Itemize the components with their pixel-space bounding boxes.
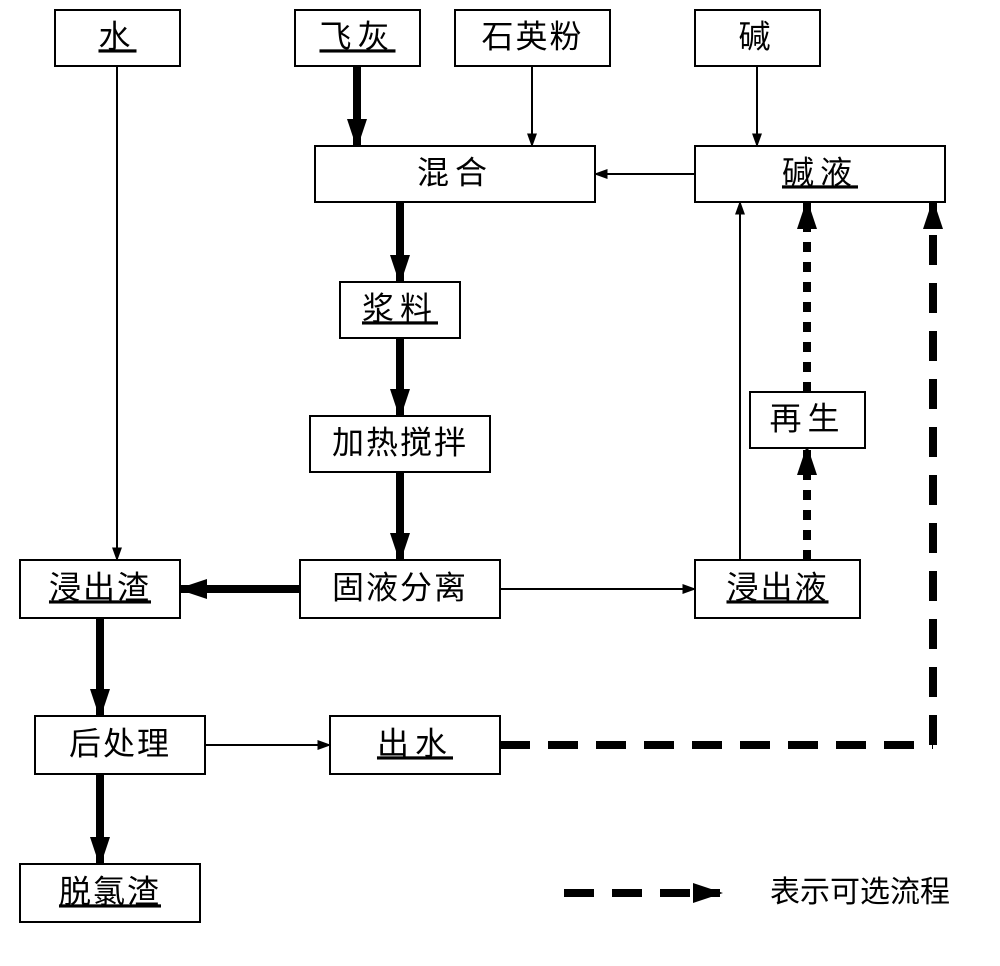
node-mix: 混合 xyxy=(315,146,595,202)
node-alkaline: 碱液 xyxy=(695,146,945,202)
node-dechlor: 脱氯渣 xyxy=(20,864,200,922)
node-residue: 浸出渣 xyxy=(20,560,180,618)
node-leachate: 浸出液 xyxy=(695,560,860,618)
node-slurry-label: 浆料 xyxy=(362,290,438,326)
nodes-layer: 水 飞灰 石英粉 碱混合 碱液浆料加热搅拌 再生浸出渣 固液分离 浸出液后处理 出水脱氯渣 xyxy=(20,10,945,922)
node-mix-label: 混合 xyxy=(417,154,493,190)
node-quartz-label: 石英粉 xyxy=(481,18,583,54)
node-effluent-label: 出水 xyxy=(377,725,453,761)
node-residue-label: 浸出渣 xyxy=(49,569,151,605)
node-dechlor-label: 脱氯渣 xyxy=(59,873,161,909)
node-alkaline-label: 碱液 xyxy=(782,154,858,190)
legend-text: 表示可选流程 xyxy=(770,876,950,909)
node-heatstir: 加热搅拌 xyxy=(310,416,490,472)
node-alkali: 碱 xyxy=(695,10,820,66)
node-water: 水 xyxy=(55,10,180,66)
node-quartz: 石英粉 xyxy=(455,10,610,66)
node-post: 后处理 xyxy=(35,716,205,774)
node-alkali-label: 碱 xyxy=(738,18,776,54)
node-slurry: 浆料 xyxy=(340,282,460,338)
node-regen-label: 再生 xyxy=(769,400,845,436)
node-separation-label: 固液分离 xyxy=(332,569,468,605)
node-effluent: 出水 xyxy=(330,716,500,774)
node-leachate-label: 浸出液 xyxy=(726,569,828,605)
node-regen: 再生 xyxy=(750,392,865,448)
legend: 表示可选流程 xyxy=(564,876,950,909)
node-separation: 固液分离 xyxy=(300,560,500,618)
node-flyash: 飞灰 xyxy=(295,10,420,66)
node-post-label: 后处理 xyxy=(69,725,171,761)
node-flyash-label: 飞灰 xyxy=(319,18,395,54)
flowchart-canvas: 水 飞灰 石英粉 碱混合 碱液浆料加热搅拌 再生浸出渣 固液分离 浸出液后处理 出水脱氯渣 表示可… xyxy=(0,0,1000,966)
node-water-label: 水 xyxy=(98,18,136,54)
node-heatstir-label: 加热搅拌 xyxy=(332,424,468,460)
